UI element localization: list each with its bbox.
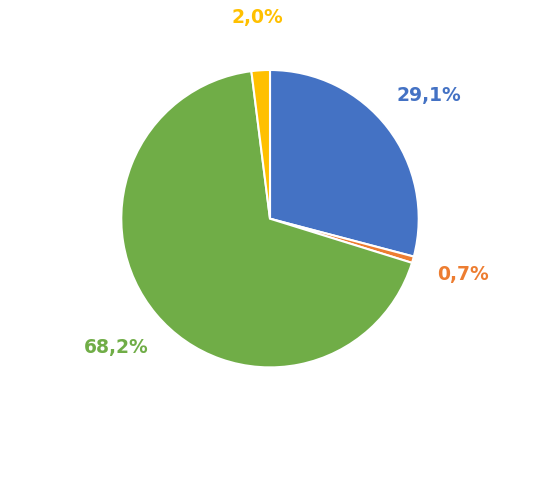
Wedge shape — [251, 70, 270, 219]
Text: 0,7%: 0,7% — [437, 265, 489, 284]
Wedge shape — [270, 219, 414, 263]
Text: 29,1%: 29,1% — [397, 87, 462, 105]
Text: 68,2%: 68,2% — [83, 338, 148, 357]
Text: 2,0%: 2,0% — [232, 8, 284, 27]
Wedge shape — [122, 71, 412, 367]
Legend: Privada, Municipal, Estadual, Federal: Privada, Municipal, Estadual, Federal — [73, 482, 467, 486]
Wedge shape — [270, 70, 418, 257]
